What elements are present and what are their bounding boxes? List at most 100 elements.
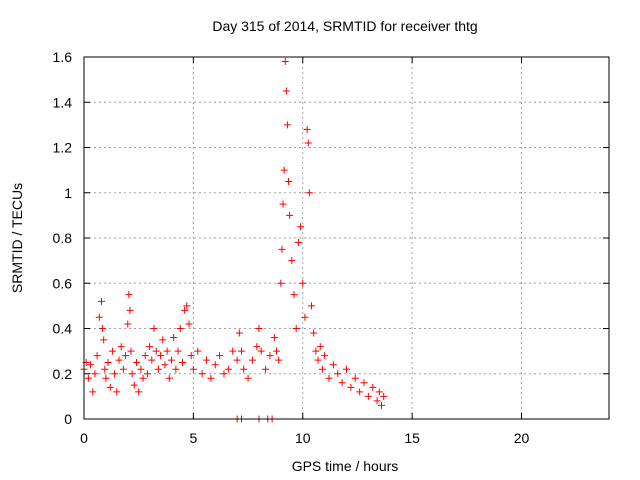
data-point: [89, 388, 97, 396]
data-point: [117, 343, 125, 351]
data-point: [124, 320, 132, 328]
data-point: [299, 279, 307, 287]
data-point: [203, 356, 210, 364]
data-point: [102, 374, 110, 382]
data-point: [172, 365, 180, 373]
data-point: [343, 365, 350, 373]
data-point: [170, 334, 178, 342]
data-point: [185, 320, 193, 328]
data-point: [285, 177, 293, 185]
data-point: [238, 347, 245, 355]
data-point: [163, 347, 171, 355]
y-tick-label: 0.4: [53, 321, 73, 337]
data-point: [244, 374, 252, 382]
data-point: [303, 125, 311, 133]
data-point: [216, 352, 224, 360]
data-point: [253, 343, 261, 351]
data-point: [279, 200, 287, 208]
x-axis-label: GPS time / hours: [292, 458, 399, 474]
data-point: [257, 347, 265, 355]
data-point: [183, 302, 191, 310]
data-point: [270, 334, 278, 342]
data-point: [290, 291, 298, 299]
data-point: [347, 383, 355, 391]
data-point: [207, 374, 215, 382]
x-tick-label: 10: [295, 430, 311, 446]
data-point: [84, 374, 92, 382]
data-point: [125, 291, 133, 299]
grid: [84, 57, 609, 419]
data-point: [288, 257, 296, 265]
data-point: [255, 325, 263, 332]
y-tick-label: 0.8: [53, 230, 73, 246]
data-point: [143, 370, 151, 378]
chart-title: Day 315 of 2014, SRMTID for receiver tht…: [212, 18, 477, 34]
data-point: [380, 392, 388, 400]
data-point: [148, 356, 156, 364]
data-point: [229, 347, 237, 355]
x-tick-label: 5: [189, 430, 197, 446]
data-point: [280, 166, 288, 174]
data-point: [356, 388, 364, 396]
data-point: [150, 325, 158, 332]
data-point: [262, 365, 270, 373]
data-point: [316, 343, 324, 351]
data-point: [220, 370, 228, 378]
data-point: [115, 356, 123, 364]
data-point: [133, 358, 140, 366]
data-point: [161, 361, 169, 369]
data-point: [146, 343, 154, 351]
data-point: [187, 352, 195, 360]
data-point: [277, 279, 285, 287]
data-point: [318, 365, 326, 373]
data-point: [224, 365, 232, 373]
data-point: [122, 352, 130, 360]
data-point: [325, 374, 333, 382]
data-point: [351, 374, 359, 382]
data-point: [312, 347, 320, 355]
x-tick-label: 0: [80, 430, 88, 446]
data-point: [100, 336, 108, 344]
y-axis-label: SRMTID / TECUs: [9, 183, 25, 293]
data-point: [308, 302, 315, 310]
data-point: [235, 329, 243, 337]
data-point: [334, 370, 342, 378]
data-point: [282, 87, 290, 95]
data-point: [135, 388, 143, 396]
data-point: [373, 397, 381, 405]
data-point: [360, 379, 368, 387]
data-point: [304, 139, 312, 147]
data-point: [91, 370, 99, 378]
data-point: [104, 358, 112, 366]
data-point: [99, 325, 107, 332]
data-point: [174, 347, 182, 355]
data-point: [127, 347, 135, 355]
data-point: [93, 352, 101, 360]
data-point: [338, 379, 346, 387]
data-point: [137, 365, 145, 373]
data-point: [375, 388, 383, 396]
data-point: [194, 347, 202, 355]
data-point: [283, 121, 291, 129]
data-point: [292, 325, 300, 332]
data-point: [321, 352, 329, 360]
data-point: [176, 325, 184, 332]
data-point: [152, 347, 160, 355]
x-tick-label: 20: [514, 430, 530, 446]
data-point: [310, 329, 318, 337]
data-point: [157, 352, 165, 360]
data-point: [266, 352, 274, 360]
data-point: [111, 370, 119, 378]
data-point: [181, 306, 189, 314]
data-point: [286, 211, 294, 219]
data-point: [101, 365, 109, 373]
data-point: [159, 336, 167, 344]
data-point: [130, 381, 138, 389]
data-point: [364, 392, 372, 400]
data-point: [119, 365, 127, 373]
data-point: [301, 313, 309, 321]
data-point: [329, 361, 337, 369]
data-point: [168, 356, 175, 364]
y-tick-label: 1.6: [53, 49, 73, 65]
data-point: [154, 365, 162, 373]
